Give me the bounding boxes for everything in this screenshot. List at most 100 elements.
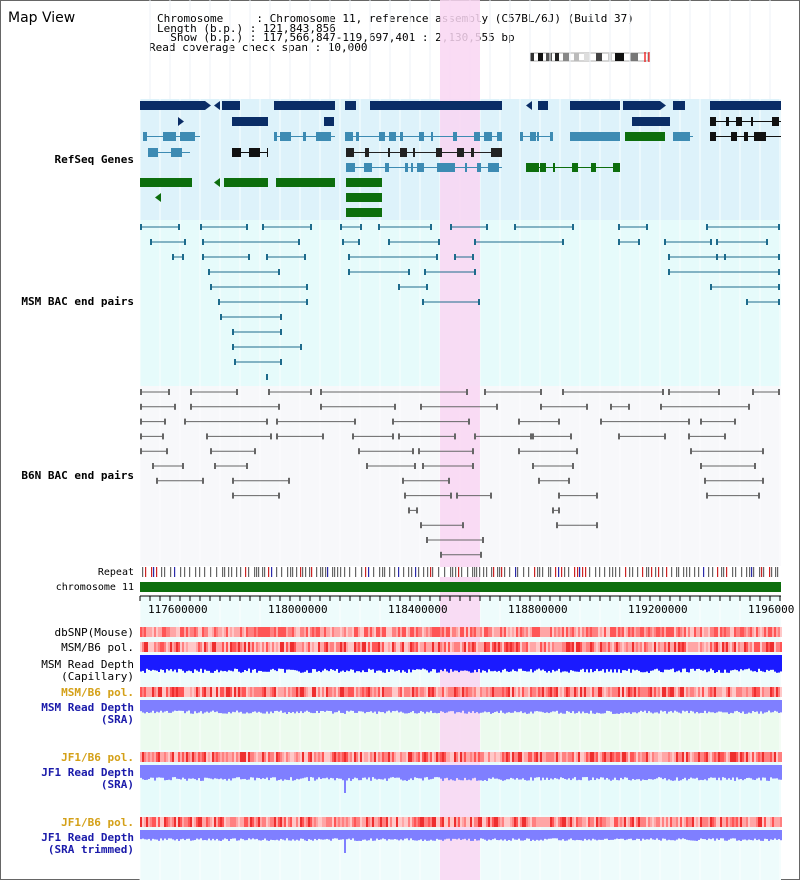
track-label-refseq[interactable]: RefSeq Genes xyxy=(54,153,134,166)
depth-bar xyxy=(542,655,544,670)
heat-cell xyxy=(722,752,724,762)
depth-bar xyxy=(302,700,304,714)
heat-cell xyxy=(498,687,500,697)
track-label-b6n-bac[interactable]: B6N BAC end pairs xyxy=(21,469,134,482)
depth-bar xyxy=(232,765,234,779)
heat-cell xyxy=(468,752,470,762)
heat-cell xyxy=(536,627,538,637)
depth-bar xyxy=(526,700,528,714)
heat-cell xyxy=(470,817,472,827)
depth-bar xyxy=(156,655,158,671)
depth-bar xyxy=(214,830,216,841)
heat-cell xyxy=(498,752,500,762)
heat-cell xyxy=(346,642,348,652)
depth-bar xyxy=(610,765,612,781)
depth-bar xyxy=(766,765,768,781)
heat-cell xyxy=(572,817,574,827)
heat-cell xyxy=(176,817,178,827)
heat-cell xyxy=(768,627,770,637)
depth-bar xyxy=(368,700,370,712)
gene-exon xyxy=(400,132,403,141)
heat-cell xyxy=(424,642,426,652)
depth-bar xyxy=(470,765,472,781)
heat-cell xyxy=(398,642,400,652)
heat-cell xyxy=(162,627,164,637)
bac-end xyxy=(600,418,602,425)
depth-bar xyxy=(566,765,568,780)
heat-cell xyxy=(434,752,436,762)
depth-bar xyxy=(542,765,544,778)
heat-cell xyxy=(562,817,564,827)
heat-cell xyxy=(770,627,772,637)
depth-bar xyxy=(356,765,358,779)
track-label-msm-bac[interactable]: MSM BAC end pairs xyxy=(21,295,134,308)
heat-cell xyxy=(500,752,502,762)
heat-cell xyxy=(204,687,206,697)
repeat-element xyxy=(474,567,476,577)
depth-bar xyxy=(318,700,320,714)
gene-block xyxy=(274,101,335,110)
heat-cell xyxy=(146,687,148,697)
depth-bar xyxy=(500,655,502,673)
heat-cell xyxy=(442,627,444,637)
heat-cell xyxy=(292,817,294,827)
depth-bar xyxy=(176,700,178,712)
repeat-element xyxy=(287,567,289,577)
heat-cell xyxy=(502,642,504,652)
depth-bar xyxy=(526,655,528,672)
depth-bar xyxy=(306,655,308,671)
depth-bar xyxy=(654,830,656,840)
depth-bar xyxy=(554,700,556,712)
bac-end xyxy=(306,284,308,290)
heat-cell xyxy=(662,627,664,637)
depth-bar xyxy=(470,830,472,841)
depth-bar xyxy=(500,830,502,840)
depth-bar xyxy=(682,765,684,780)
heat-cell xyxy=(312,817,314,827)
heat-cell xyxy=(658,642,660,652)
heat-cell xyxy=(394,642,396,652)
depth-bar xyxy=(646,655,648,672)
heat-cell xyxy=(698,642,700,652)
depth-bar xyxy=(478,700,480,714)
heat-cell xyxy=(714,817,716,827)
heat-cell xyxy=(474,687,476,697)
heat-cell xyxy=(778,817,780,827)
repeat-element xyxy=(646,567,648,577)
depth-bar xyxy=(338,765,340,779)
heat-cell xyxy=(724,817,726,827)
heat-cell xyxy=(346,687,348,697)
bac-end xyxy=(232,477,234,484)
depth-bar xyxy=(424,830,426,840)
repeat-element xyxy=(161,567,163,577)
repeat-element xyxy=(258,567,260,577)
heat-cell xyxy=(246,817,248,827)
chromosome-ideogram[interactable] xyxy=(530,52,650,62)
repeat-element xyxy=(761,567,763,577)
heat-cell xyxy=(398,687,400,697)
heat-cell xyxy=(634,687,636,697)
depth-bar xyxy=(448,830,450,839)
heat-cell xyxy=(198,817,200,827)
heat-cell xyxy=(616,627,618,637)
heat-cell xyxy=(382,687,384,697)
depth-bar xyxy=(438,655,440,673)
depth-bar xyxy=(506,765,508,780)
heat-cell xyxy=(280,752,282,762)
depth-bar xyxy=(520,765,522,780)
heat-cell xyxy=(218,752,220,762)
heat-cell xyxy=(284,642,286,652)
heat-cell xyxy=(192,642,194,652)
depth-bar xyxy=(486,765,488,781)
heat-cell xyxy=(732,687,734,697)
heat-cell xyxy=(312,687,314,697)
heat-cell xyxy=(306,687,308,697)
repeat-element xyxy=(300,567,302,577)
heat-cell xyxy=(190,817,192,827)
depth-bar xyxy=(436,830,438,839)
heat-cell xyxy=(668,627,670,637)
heat-cell xyxy=(294,752,296,762)
heat-cell xyxy=(756,687,758,697)
bac-end xyxy=(232,492,234,499)
